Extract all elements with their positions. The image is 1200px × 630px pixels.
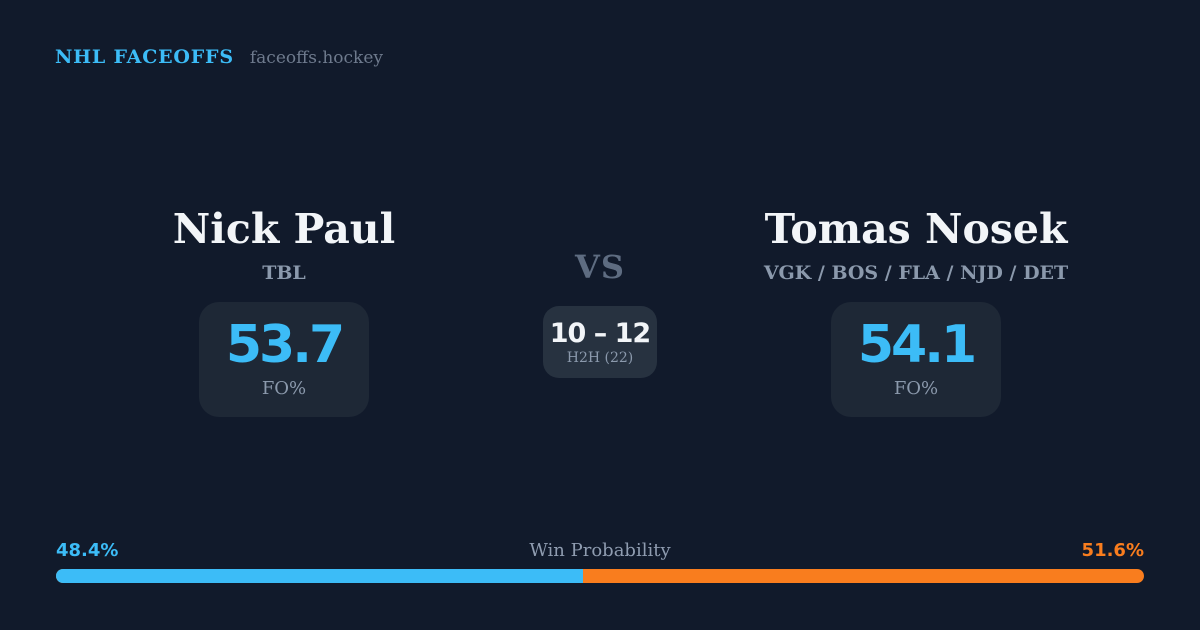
win-probability-bar [56,569,1144,583]
player-name-left: Nick Paul [172,205,396,253]
player-name-right: Tomas Nosek [764,205,1068,253]
vs-label: VS [575,248,625,286]
head-to-head-score: 10 – 12 [549,317,651,349]
head-to-head-card: 10 – 12 H2H (22) [543,306,657,378]
faceoff-pct-left: 53.7 [225,315,345,376]
site-url: faceoffs.hockey [249,48,383,68]
win-probability-right-pct: 51.6% [1081,540,1144,561]
player-panel-right: Tomas Nosek VGK / BOS / FLA / NJD / DET … [732,205,1100,417]
versus-panel: VS 10 – 12 H2H (22) [500,251,700,378]
faceoff-pct-label-left: FO% [261,378,307,400]
win-probability-title: Win Probability [529,540,671,561]
faceoff-pct-right: 54.1 [857,315,977,376]
player-panel-left: Nick Paul TBL 53.7 FO% [100,205,468,417]
player-teams-left: TBL [262,262,306,285]
player-teams-right: VGK / BOS / FLA / NJD / DET [763,262,1069,285]
win-bar-left [56,569,583,583]
faceoff-pct-label-right: FO% [893,378,939,400]
win-probability-section: 48.4% Win Probability 51.6% [56,541,1144,583]
win-probability-left-pct: 48.4% [56,540,119,561]
header: NHL FACEOFFS faceoffs.hockey [55,46,383,68]
faceoff-stat-card-left: 53.7 FO% [199,301,369,417]
faceoff-stat-card-right: 54.1 FO% [831,301,1001,417]
head-to-head-label: H2H (22) [566,349,634,366]
brand-logo: NHL FACEOFFS [55,46,234,68]
win-probability-labels: 48.4% Win Probability 51.6% [56,541,1144,561]
